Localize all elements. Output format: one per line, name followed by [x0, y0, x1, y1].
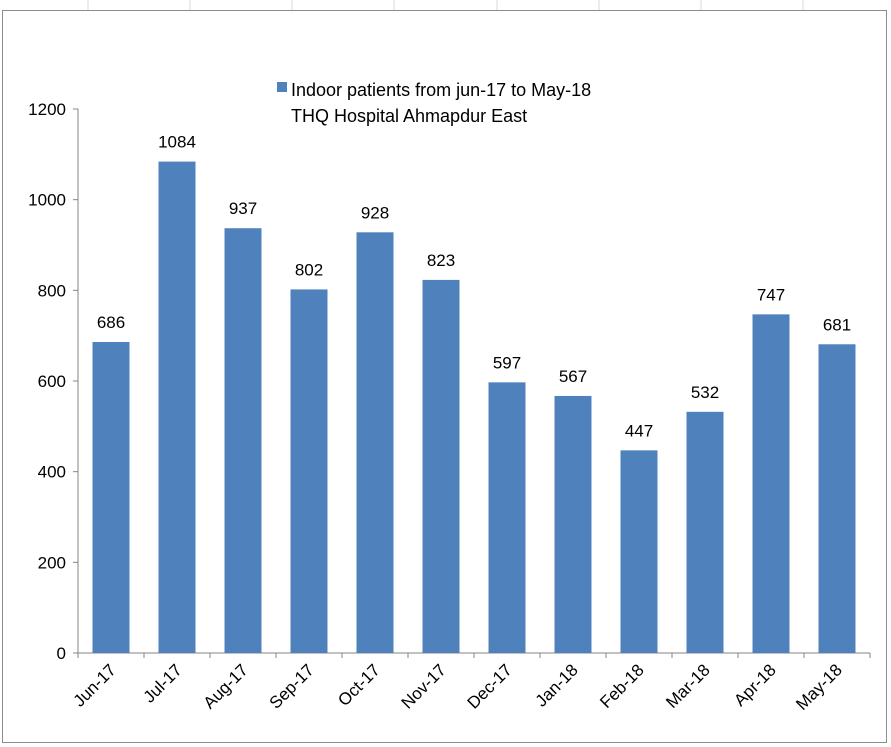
x-tick-label: Feb-18	[596, 660, 648, 712]
x-tick-label: Jun-17	[70, 660, 120, 710]
x-tick-label: Oct-17	[334, 660, 384, 710]
x-tick-label: Aug-17	[200, 660, 252, 712]
bar-sep-17[interactable]	[290, 289, 328, 653]
x-tick-label: Dec-17	[464, 660, 516, 712]
spreadsheet-gridlines	[87, 0, 804, 10]
bars	[92, 161, 856, 653]
bar-may-18[interactable]	[818, 344, 856, 653]
x-tick-label: Jul-17	[140, 660, 186, 706]
bar-mar-18[interactable]	[686, 411, 724, 653]
data-labels: 686 1084 937 802 928 823 597 567 447 532 747 681	[97, 133, 851, 441]
legend-swatch	[277, 82, 287, 92]
bar-apr-18[interactable]	[752, 314, 790, 653]
x-tick-label: Jan-18	[532, 660, 582, 710]
data-label: 802	[295, 260, 323, 279]
x-tick-label: Apr-18	[730, 660, 780, 710]
bar-feb-18[interactable]	[620, 450, 658, 653]
x-tick-label: Sep-17	[266, 660, 318, 712]
x-tick-label: May-18	[792, 660, 846, 714]
data-label: 823	[427, 251, 455, 270]
y-tick-label: 400	[38, 463, 66, 482]
legend: Indoor patients from jun-17 to May-18 TH…	[277, 80, 591, 126]
data-label: 532	[691, 383, 719, 402]
data-label: 681	[823, 315, 851, 334]
data-label: 937	[229, 199, 257, 218]
data-label: 1084	[158, 133, 196, 152]
data-label: 747	[757, 285, 785, 304]
legend-label-line2: THQ Hospital Ahmapdur East	[291, 106, 527, 126]
data-label: 928	[361, 203, 389, 222]
y-tick-label: 600	[38, 372, 66, 391]
bar-nov-17[interactable]	[422, 279, 460, 653]
legend-label-line1: Indoor patients from jun-17 to May-18	[291, 80, 591, 100]
bar-jun-17[interactable]	[92, 342, 130, 653]
y-tick-label: 200	[38, 553, 66, 572]
bar-dec-17[interactable]	[488, 382, 526, 653]
y-tick-label: 1200	[28, 100, 66, 119]
y-tick-label: 0	[57, 644, 66, 663]
y-tick-label: 1000	[28, 191, 66, 210]
y-tick-label: 800	[38, 281, 66, 300]
bar-oct-17[interactable]	[356, 232, 394, 653]
data-label: 447	[625, 421, 653, 440]
data-label: 567	[559, 367, 587, 386]
bar-jan-18[interactable]	[554, 395, 592, 653]
x-tick-label: Mar-18	[662, 660, 714, 712]
bar-aug-17[interactable]	[224, 228, 262, 653]
x-tick-label: Nov-17	[398, 660, 450, 712]
data-label: 686	[97, 313, 125, 332]
bar-jul-17[interactable]	[158, 161, 196, 653]
data-label: 597	[493, 353, 521, 372]
